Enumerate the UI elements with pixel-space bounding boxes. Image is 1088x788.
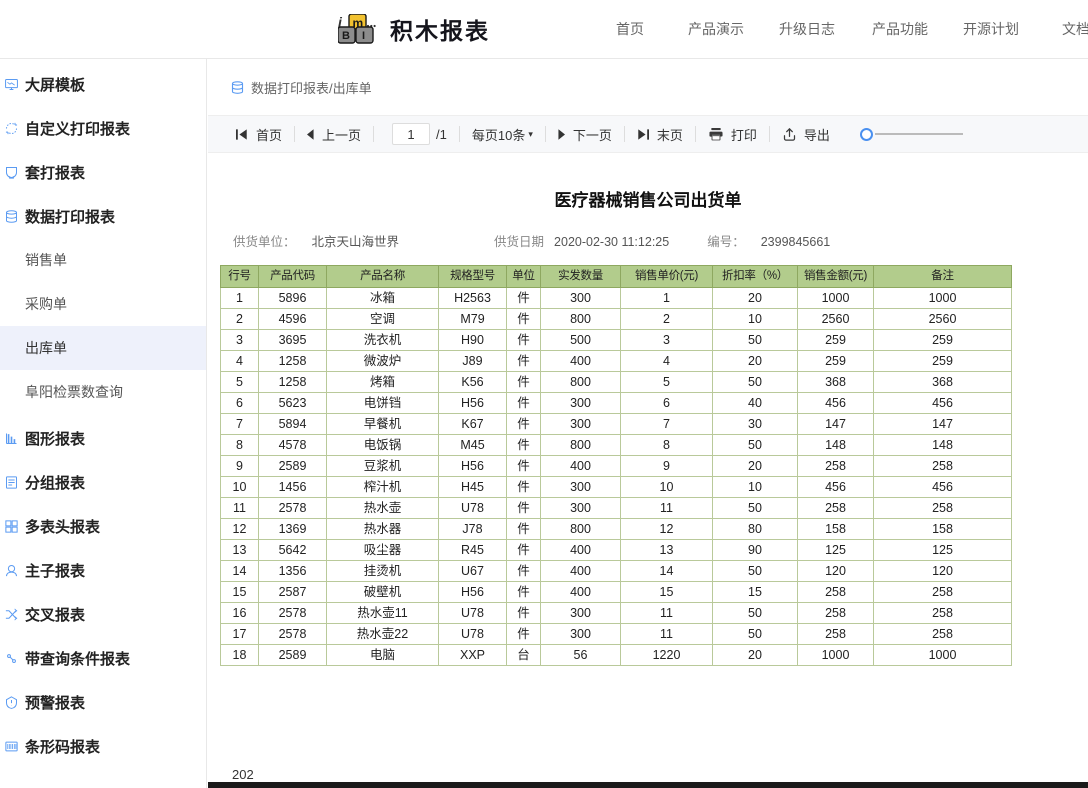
svg-text:I: I — [362, 30, 365, 42]
svg-text:B: B — [342, 30, 350, 42]
